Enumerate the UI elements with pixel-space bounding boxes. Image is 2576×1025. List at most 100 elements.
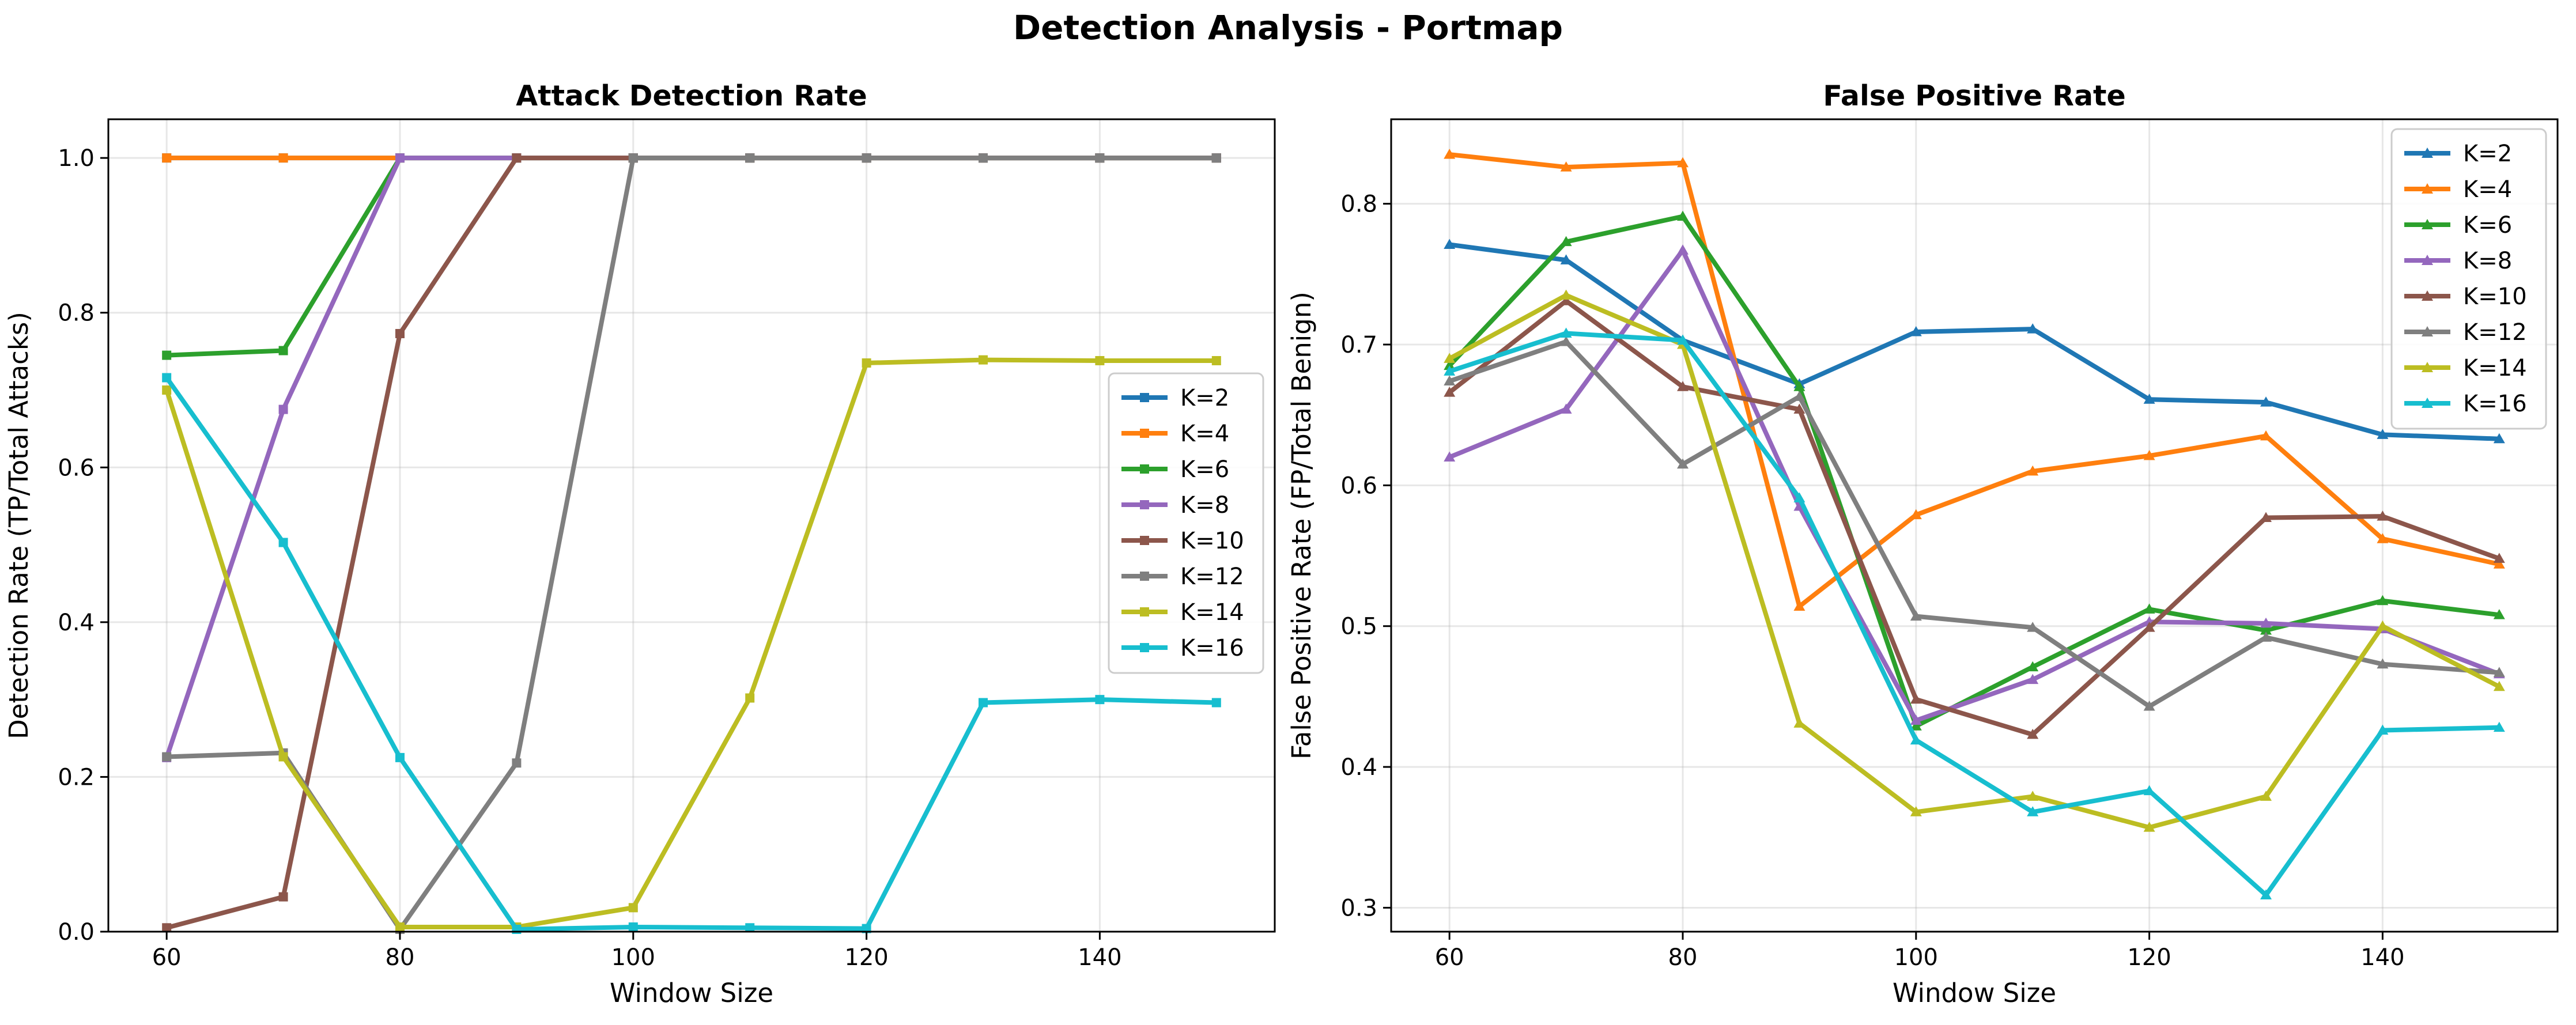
attack-detection-rate-xtick-label: 120 (844, 944, 888, 971)
false-positive-rate-series-k-16-point (2027, 806, 2039, 816)
false-positive-rate-ytick-label: 0.3 (1340, 895, 1377, 921)
attack-detection-rate-series-k-14-point (1095, 355, 1105, 365)
attack-detection-rate-legend-marker (1140, 500, 1149, 509)
attack-detection-rate-series-k-14-point (745, 693, 755, 703)
attack-detection-rate-series-k-10-point (512, 153, 522, 163)
false-positive-rate-series-k-16-point (2143, 785, 2155, 796)
attack-detection-rate-series-k-16-point (1211, 698, 1221, 708)
attack-detection-rate-series-k-12-point (628, 153, 638, 163)
false-positive-rate-series-k-16-point (1444, 365, 1456, 376)
attack-detection-rate-series-k-14-point (162, 385, 172, 395)
attack-detection-rate-series-k-14-point (395, 922, 405, 932)
false-positive-rate-series-k-6-point (2143, 603, 2155, 614)
attack-detection-rate-series-k-16-point (745, 923, 755, 933)
attack-detection-rate-series-k-14-point (979, 355, 988, 365)
false-positive-rate-series-k-2-point (1560, 254, 1572, 264)
attack-detection-rate-series-k-4-point (278, 153, 288, 163)
attack-detection-rate-legend-marker (1140, 572, 1149, 581)
false-positive-rate-series-k-4-point (1910, 509, 1922, 520)
attack-detection-rate-series-k-14-point (862, 358, 871, 368)
false-positive-rate-series-k-12-point (1677, 458, 1689, 469)
false-positive-rate-series-k-10-point (2493, 553, 2505, 563)
false-positive-rate-series-k-16-point (1677, 334, 1689, 345)
attack-detection-rate-xtick-label: 60 (152, 944, 182, 971)
false-positive-rate-series-k-14-point (2377, 620, 2389, 631)
false-positive-rate-series-k-12-point (2493, 667, 2505, 677)
false-positive-rate-ylabel: False Positive Rate (FP/Total Benign) (1286, 292, 1317, 759)
attack-detection-rate-series-k-14-line (164, 357, 1219, 929)
attack-detection-rate-series-k-10-point (395, 328, 405, 338)
false-positive-rate-series-k-10-point (1793, 403, 1806, 414)
attack-detection-rate-series-k-16 (162, 373, 1221, 934)
false-positive-rate-ytick-label: 0.5 (1340, 614, 1377, 640)
false-positive-rate-series-k-14-point (1560, 289, 1572, 300)
attack-detection-rate-series-k-8-line (164, 156, 1219, 760)
false-positive-rate-series-k-4-point (1793, 600, 1806, 611)
false-positive-rate-series-k-6-point (1444, 360, 1456, 370)
false-positive-rate-legend-entry: K=2 (2404, 141, 2512, 167)
false-positive-rate-legend-label: K=10 (2463, 283, 2527, 310)
attack-detection-rate-series-k-12-point (1095, 153, 1105, 163)
attack-detection-rate-legend-marker (1140, 643, 1149, 652)
false-positive-rate-legend-marker (2422, 326, 2433, 336)
attack-detection-rate-ytick-label: 0.2 (58, 764, 95, 791)
attack-detection-rate-legend-entry: K=8 (1121, 492, 1229, 519)
false-positive-rate-series-k-4-point (2260, 430, 2272, 441)
false-positive-rate-series-k-16-point (1910, 734, 1922, 745)
false-positive-rate-series-k-4-line (1447, 152, 2502, 609)
false-positive-rate-legend-marker (2422, 183, 2433, 194)
false-positive-rate-series-k-12-point (2260, 631, 2272, 642)
false-positive-rate-legend-label: K=4 (2463, 176, 2512, 203)
false-positive-rate-legend-label: K=12 (2463, 319, 2527, 346)
attack-detection-rate-ytick-label: 0.4 (58, 610, 95, 636)
attack-detection-rate-legend-label: K=10 (1180, 528, 1244, 554)
attack-detection-rate-series-k-12-point (162, 752, 172, 762)
false-positive-rate-series-k-16-point (1560, 327, 1572, 338)
attack-detection-rate-ytick-label: 0.0 (58, 919, 95, 945)
false-positive-rate-series-k-2-point (2260, 396, 2272, 407)
false-positive-rate-series-k-8-point (1677, 244, 1689, 255)
false-positive-rate-series-k-10-point (1677, 381, 1689, 391)
false-positive-rate-series-k-8-point (2260, 617, 2272, 628)
false-positive-rate-xtick-label: 100 (1894, 944, 1938, 971)
attack-detection-rate-panel: 60 80 100 120 140 0.0 0.2 0.4 0.6 0.8 1.0 Attack De… (3, 80, 1276, 1008)
attack-detection-rate-ytick-label: 0.8 (58, 300, 95, 327)
false-positive-rate-series-k-14-point (2027, 791, 2039, 801)
attack-detection-rate-series-k-16-point (628, 922, 638, 932)
attack-detection-rate-legend-marker (1140, 536, 1149, 545)
attack-detection-rate-series-k-16-point (1095, 695, 1105, 705)
attack-detection-rate-series-k-12-point (862, 153, 871, 163)
false-positive-rate-series-k-12 (1444, 336, 2505, 711)
false-positive-rate-series-k-8-point (1444, 451, 1456, 462)
false-positive-rate-legend-marker (2422, 362, 2433, 372)
false-positive-rate-xlabel: Window Size (1893, 978, 2056, 1008)
false-positive-rate-legend-box (2390, 128, 2547, 430)
false-positive-rate-series-k-6-point (1560, 236, 1572, 247)
false-positive-rate-legend-label: K=2 (2463, 141, 2512, 167)
false-positive-rate-legend-label: K=16 (2463, 391, 2527, 417)
attack-detection-rate-legend-entry: K=12 (1121, 563, 1244, 590)
false-positive-rate-legend-marker (2422, 398, 2433, 408)
false-positive-rate-series-k-14-point (1444, 353, 1456, 363)
false-positive-rate-legend-marker (2422, 147, 2433, 158)
false-positive-rate-legend-marker (2422, 219, 2433, 229)
false-positive-rate-series-k-6-point (1793, 381, 1806, 391)
false-positive-rate-xtick-label: 80 (1668, 944, 1698, 971)
attack-detection-rate-series-k-12-point (1211, 153, 1221, 163)
attack-detection-rate-legend-label: K=4 (1180, 421, 1229, 447)
false-positive-rate-series-k-10 (1444, 295, 2505, 739)
false-positive-rate-xtick-label: 60 (1435, 944, 1464, 971)
attack-detection-rate-legend-entry: K=6 (1121, 456, 1229, 483)
false-positive-rate-series-k-2-point (2493, 433, 2505, 444)
false-positive-rate-legend-marker (2422, 255, 2433, 265)
false-positive-rate-series-k-4-point (2027, 465, 2039, 476)
false-positive-rate-series-k-8-point (1910, 714, 1922, 725)
attack-detection-rate-series-k-8-point (395, 153, 405, 163)
false-positive-rate-series-k-16-line (1447, 331, 2502, 898)
false-positive-rate-series-k-10-point (2377, 510, 2389, 521)
false-positive-rate-legend-entry: K=6 (2404, 212, 2512, 239)
false-positive-rate-series-k-14-point (2143, 822, 2155, 832)
false-positive-rate-legend-label: K=14 (2463, 355, 2527, 381)
false-positive-rate-series-k-6-point (1910, 720, 1922, 731)
